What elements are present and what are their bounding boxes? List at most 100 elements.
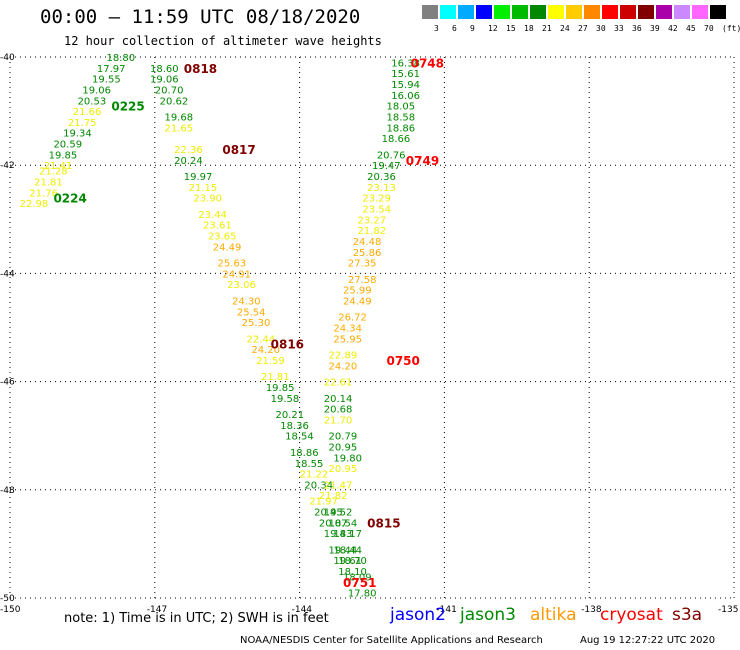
latitude-label: -50 <box>0 594 15 604</box>
wave-height-value: 19.97 <box>184 172 213 183</box>
wave-height-value: 21.82 <box>358 226 387 237</box>
wave-height-value: 20.62 <box>160 96 189 107</box>
wave-height-value: 19.80 <box>333 453 362 464</box>
scale-label: 15 <box>506 24 516 33</box>
wave-height-value: 25.54 <box>237 307 266 318</box>
wave-height-value: 18.09 <box>343 572 372 583</box>
graticule-grid <box>9 56 735 599</box>
wave-height-value: 18.55 <box>295 459 324 470</box>
scale-label: 18 <box>524 24 534 33</box>
wave-height-value: 19.43 <box>324 529 353 540</box>
wave-height-value: 24.20 <box>251 345 280 356</box>
wave-height-value: 27.35 <box>348 259 377 270</box>
wave-height-value: 22.36 <box>174 145 203 156</box>
wave-height-value: 19.61 <box>333 556 362 567</box>
scale-label: 9 <box>470 24 475 33</box>
wave-height-value: 24.20 <box>329 361 358 372</box>
scale-label: 27 <box>578 24 588 33</box>
wave-height-value: 16.38 <box>391 58 420 69</box>
wave-height-value: 25.95 <box>333 334 362 345</box>
wave-height-value: 15.61 <box>391 69 420 80</box>
pass-time-label: 0815 <box>367 516 400 530</box>
wave-height-value: 20.07 <box>319 518 348 529</box>
wave-height-value: 23.13 <box>367 183 396 194</box>
scale-swatch <box>494 5 510 19</box>
pass-time-label: 0817 <box>222 143 255 157</box>
credit-line: NOAA/NESDIS Center for Satellite Applica… <box>240 635 543 646</box>
wave-height-value: 19.68 <box>164 113 193 124</box>
axis-labels: -40 -42 -44 -46 -48 -50-150 -147 -144 -141 -138 -1… <box>0 53 738 615</box>
scale-swatch <box>530 5 546 19</box>
wave-height-value: 19.06 <box>150 75 179 86</box>
pass-time-label: 0225 <box>111 100 144 114</box>
scale-label: 30 <box>596 24 606 33</box>
wave-height-value: 15.94 <box>391 80 420 91</box>
wave-height-value: 21.66 <box>73 107 102 118</box>
wave-height-value: 21.82 <box>319 491 348 502</box>
pass-time-label: 0749 <box>406 154 439 168</box>
wave-height-value: 23.61 <box>203 221 232 232</box>
wave-height-value: 21.28 <box>39 167 68 178</box>
wave-height-value: 22.89 <box>329 351 358 362</box>
scale-label: 3 <box>434 24 439 33</box>
wave-height-value: 18.54 <box>285 432 314 443</box>
scale-swatch <box>458 5 474 19</box>
wave-height-value: 18.60 <box>150 64 179 75</box>
wave-height-value: 23.54 <box>362 204 391 215</box>
scale-swatch <box>656 5 672 19</box>
wave-height-value: 21.97 <box>309 497 338 508</box>
wave-height-value: 22.61 <box>324 378 353 389</box>
wave-height-value: 21.22 <box>300 470 329 481</box>
wave-height-value: 21.41 <box>44 161 73 172</box>
map-title: 00:00 – 11:59 UTC 08/18/2020 <box>40 6 361 28</box>
wave-height-value: 25.86 <box>353 248 382 259</box>
wave-height-value: 22.98 <box>20 199 49 210</box>
longitude-label: -147 <box>147 605 167 615</box>
wave-height-value: 18.80 <box>107 53 136 64</box>
wave-height-value: 21.70 <box>324 415 353 426</box>
wave-height-value: 18.05 <box>386 102 415 113</box>
wave-height-value: 20.53 <box>78 96 107 107</box>
scale-swatch <box>440 5 456 19</box>
scale-swatch <box>584 5 600 19</box>
wave-height-value: 23.65 <box>208 232 237 243</box>
wave-height-value: 23.29 <box>362 194 391 205</box>
wave-height-value: 27.58 <box>348 275 377 286</box>
wave-height-value: 19.34 <box>63 129 92 140</box>
scale-swatch <box>638 5 654 19</box>
wave-height-value: 25.63 <box>218 259 247 270</box>
wave-height-value: 24.34 <box>333 324 362 335</box>
wave-height-value: 18.86 <box>290 448 319 459</box>
satellite-legend-jason2: jason2 <box>390 605 446 625</box>
wave-height-value: 21.81 <box>261 372 290 383</box>
footer-note: note: 1) Time is in UTC; 2) SWH is in fe… <box>64 611 329 626</box>
wave-height-value: 19.58 <box>271 394 300 405</box>
wave-height-value: 20.79 <box>329 432 358 443</box>
pass-time-label: 0224 <box>53 192 86 206</box>
satellite-legend-altika: altika <box>530 605 577 625</box>
longitude-label: -141 <box>436 605 456 615</box>
scale-swatch <box>692 5 708 19</box>
scale-swatch <box>602 5 618 19</box>
scale-label: 33 <box>614 24 624 33</box>
wave-height-value: 18.44 <box>333 545 362 556</box>
wave-height-value: 20.59 <box>53 140 82 151</box>
wave-height-value: 21.59 <box>256 356 285 367</box>
wave-height-value: 18.36 <box>280 421 309 432</box>
wave-height-value: 20.95 <box>329 443 358 454</box>
wave-height-value: 25.99 <box>343 286 372 297</box>
latitude-label: -46 <box>0 378 15 388</box>
wave-height-value: 21.15 <box>189 183 218 194</box>
scale-label: 70 <box>704 24 714 33</box>
wave-height-points: 18.8017.9719.5519.0620.5321.6621.7519.34… <box>20 53 420 600</box>
pass-time-label: 0748 <box>411 56 444 70</box>
scale-swatch <box>674 5 690 19</box>
satellite-legend-cryosat: cryosat <box>600 605 663 625</box>
wave-height-value: 20.45 <box>314 507 343 518</box>
latitude-label: -44 <box>0 269 15 279</box>
wave-height-value: 20.76 <box>377 150 406 161</box>
wave-height-value: 25.30 <box>242 318 271 329</box>
scale-swatch <box>548 5 564 19</box>
wave-height-value: 23.90 <box>193 194 222 205</box>
